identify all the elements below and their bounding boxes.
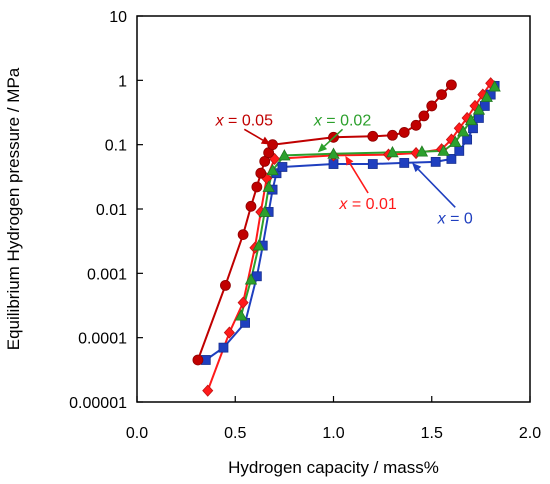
data-point-x005 <box>387 129 398 141</box>
annotation-variable: x <box>215 112 225 129</box>
x-tick-label: 1.5 <box>421 425 443 442</box>
annotations: x = 0.05 x = 0.02x = 0.01x = 0 <box>215 112 473 227</box>
x-tick-label: 2.0 <box>519 425 541 442</box>
data-point-x002 <box>488 80 501 92</box>
y-tick-label: 1 <box>118 73 127 90</box>
data-point-x002 <box>437 144 450 156</box>
data-point-x002 <box>457 125 470 137</box>
annotation-variable: x <box>437 210 447 227</box>
x-tick-label: 0.5 <box>224 425 246 442</box>
data-point-x0 <box>277 162 288 172</box>
annotation-value: = 0.02 <box>322 112 371 129</box>
annotation-value: = 0.05 <box>224 112 273 129</box>
annotation-arrowhead-x0 <box>412 162 422 173</box>
data-point-x002 <box>327 147 340 159</box>
y-tick-label: 0.00001 <box>69 395 127 412</box>
data-point-x002 <box>449 135 462 147</box>
x-tick-label: 1.0 <box>322 425 344 442</box>
data-point-x002 <box>252 239 266 251</box>
data-point-x005 <box>245 200 257 212</box>
data-point-x005 <box>445 79 457 91</box>
data-point-x0 <box>446 154 457 164</box>
data-point-x0 <box>430 156 441 167</box>
data-point-x0 <box>218 342 229 353</box>
data-point-x005 <box>251 181 263 193</box>
data-point-x005 <box>237 229 249 241</box>
data-point-x002 <box>258 205 271 217</box>
data-point-x002 <box>278 149 291 161</box>
annotation-arrowhead-x002 <box>317 143 328 153</box>
y-tick-label: 0.001 <box>87 266 127 283</box>
annotation-label-x0: x = 0 <box>437 210 473 227</box>
data-point-x005 <box>192 354 204 366</box>
annotation-label-x002: x = 0.02 <box>313 112 371 129</box>
y-axis: 0.00001 0.0001 0.001 0.01 0.1 1 10 <box>69 9 143 412</box>
y-tick-label: 0.0001 <box>78 331 127 348</box>
data-point-x005 <box>410 119 422 131</box>
annotation-arrowhead-x005 <box>260 136 271 145</box>
annotation-arrow-x005 <box>243 128 264 141</box>
data-point-x002 <box>472 103 486 115</box>
x-axis-title: Hydrogen capacity / mass% <box>228 458 439 477</box>
data-point-x002 <box>266 163 279 176</box>
data-point-x005 <box>398 127 410 138</box>
data-point-x001 <box>223 326 235 339</box>
x-axis: 0.0 0.5 1.0 1.5 2.0 <box>126 396 541 442</box>
annotation-arrowhead-x001 <box>345 155 354 166</box>
series-markers <box>192 77 501 397</box>
data-point-x005 <box>367 130 379 142</box>
y-tick-label: 0.1 <box>105 138 127 155</box>
data-point-x005 <box>267 139 278 151</box>
plot-frame <box>136 15 531 403</box>
annotation-label-x005: x = 0.05 <box>215 112 273 129</box>
annotation-value: = 0.01 <box>347 196 396 213</box>
y-tick-label: 0.01 <box>96 202 127 219</box>
y-tick-label: 10 <box>109 9 127 26</box>
data-point-x002 <box>480 90 493 102</box>
data-point-x005 <box>418 110 430 122</box>
data-point-x0 <box>399 158 410 168</box>
x-tick-label: 0.0 <box>126 425 148 442</box>
data-point-x002 <box>464 113 478 126</box>
annotation-label-x001: x = 0.01 <box>338 196 396 213</box>
data-point-x005 <box>426 100 438 112</box>
data-point-x002 <box>234 309 248 321</box>
data-point-x002 <box>244 273 258 285</box>
annotation-value: = 0 <box>446 210 473 227</box>
data-point-x001 <box>202 384 214 397</box>
data-point-x001 <box>237 296 249 309</box>
y-axis-title: Equilibrium Hydrogen pressure / MPa <box>4 67 23 350</box>
data-point-x002 <box>415 145 429 157</box>
data-point-x002 <box>262 180 275 192</box>
annotation-arrow-x002 <box>323 128 344 147</box>
annotation-arrow-x0 <box>417 168 456 208</box>
data-point-x0 <box>454 146 465 156</box>
data-point-x005 <box>220 279 231 291</box>
data-point-x0 <box>474 113 484 123</box>
annotation-variable: x <box>338 196 348 213</box>
data-point-x002 <box>386 146 399 158</box>
data-point-x005 <box>255 167 267 179</box>
data-point-x005 <box>436 89 447 101</box>
data-point-x0 <box>367 159 378 169</box>
annotation-arrow-x001 <box>349 163 369 194</box>
series-line-x001 <box>206 82 492 392</box>
annotation-variable: x <box>313 112 323 129</box>
